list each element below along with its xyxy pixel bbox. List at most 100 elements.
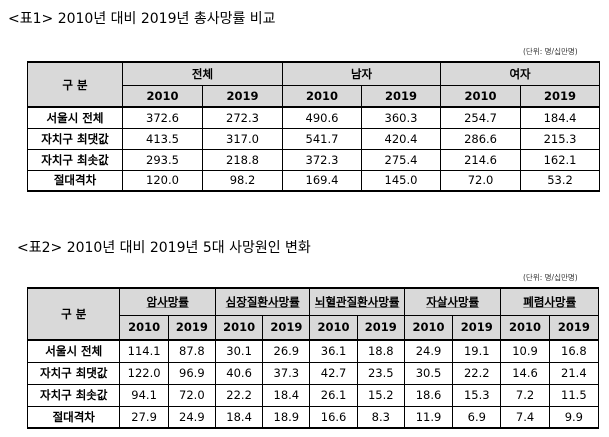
group-label: 자살사망률: [426, 294, 480, 309]
table2-group-header: 암사망률: [119, 287, 216, 316]
table-cell: 541.7: [282, 127, 363, 150]
year-header: 2019: [452, 314, 502, 341]
row-label: 자치구 최댓값: [26, 361, 121, 385]
year-header: 2010: [122, 84, 203, 108]
table-cell: 30.1: [214, 339, 264, 363]
year-header: 2010: [214, 314, 264, 341]
table-cell: 72.0: [167, 383, 216, 407]
table-cell: 145.0: [361, 169, 442, 192]
table2: 구 분 암사망률 심장질환사망률 뇌혈관질환사망률 자살사망률 폐렴사망률 20…: [26, 287, 600, 429]
table-cell: 420.4: [361, 127, 442, 150]
table-cell: 8.3: [356, 405, 405, 429]
table-cell: 214.6: [440, 148, 522, 171]
table-cell: 18.8: [356, 339, 405, 363]
table1-title: <표1> 2010년 대비 2019년 총사망률 비교: [8, 11, 276, 27]
table-cell: 372.3: [282, 148, 363, 171]
table2-group-header: 심장질환사망률: [214, 287, 311, 316]
table-cell: 94.1: [119, 383, 169, 407]
table-cell: 9.9: [548, 405, 600, 429]
table-cell: 24.9: [167, 405, 216, 429]
table-cell: 98.2: [201, 169, 284, 192]
table-row: 자치구 최댓값 413.5 317.0 541.7 420.4 286.6 215.3: [27, 127, 601, 150]
table-cell: 30.5: [403, 361, 454, 385]
year-header: 2010: [403, 314, 454, 341]
table2-title: <표2> 2010년 대비 2019년 5대 사망원인 변화: [17, 240, 311, 256]
table-cell: 7.2: [500, 383, 550, 407]
table-row: 자치구 최댓값 122.0 96.9 40.6 37.3 42.7 23.5 30.5 22.2…: [26, 361, 600, 385]
table-cell: 6.9: [452, 405, 502, 429]
table-cell: 96.9: [167, 361, 216, 385]
table-cell: 286.6: [440, 127, 522, 150]
table-cell: 122.0: [119, 361, 169, 385]
row-label: 절대격차: [27, 169, 123, 192]
row-label: 자치구 최댓값: [27, 127, 123, 150]
year-header: 2019: [548, 314, 600, 341]
table-cell: 37.3: [262, 361, 311, 385]
table-row: 절대격차 27.9 24.9 18.4 18.9 16.6 8.3 11.9 6.9 7.4 9.9: [26, 405, 600, 429]
table-cell: 413.5: [122, 127, 203, 150]
table-cell: 14.6: [500, 361, 550, 385]
year-header: 2019: [201, 84, 284, 108]
year-header: 2019: [361, 84, 442, 108]
table-cell: 184.4: [520, 106, 601, 129]
table-cell: 26.9: [262, 339, 311, 363]
table-row: 절대격차 120.0 98.2 169.4 145.0 72.0 53.2: [27, 169, 601, 192]
table-cell: 11.5: [548, 383, 600, 407]
table-cell: 360.3: [361, 106, 442, 129]
year-header: 2019: [262, 314, 311, 341]
table-cell: 24.9: [403, 339, 454, 363]
table-cell: 22.2: [452, 361, 502, 385]
year-header: 2010: [500, 314, 550, 341]
year-header: 2019: [167, 314, 216, 341]
table-cell: 490.6: [282, 106, 363, 129]
year-header: 2010: [119, 314, 169, 341]
table-cell: 372.6: [122, 106, 203, 129]
table2-group-header: 뇌혈관질환사망률: [309, 287, 405, 316]
row-label: 서울시 전체: [27, 106, 123, 129]
row-label: 서울시 전체: [26, 339, 121, 363]
year-header: 2010: [309, 314, 358, 341]
year-header: 2019: [356, 314, 405, 341]
table-cell: 42.7: [309, 361, 358, 385]
table-cell: 87.8: [167, 339, 216, 363]
table-cell: 18.6: [403, 383, 454, 407]
group-label: 암사망률: [146, 294, 189, 309]
table-cell: 22.2: [214, 383, 264, 407]
table-cell: 53.2: [520, 169, 601, 192]
table-cell: 11.9: [403, 405, 454, 429]
table-cell: 15.2: [356, 383, 405, 407]
year-header: 2010: [282, 84, 363, 108]
table-cell: 18.4: [214, 405, 264, 429]
table-cell: 317.0: [201, 127, 284, 150]
table-cell: 40.6: [214, 361, 264, 385]
table-row: 자치구 최솟값 293.5 218.8 372.3 275.4 214.6 162.1: [27, 148, 601, 171]
table-cell: 18.9: [262, 405, 311, 429]
table1-unit: (단위: 명/십만명): [523, 47, 578, 56]
table-row: 서울시 전체 114.1 87.8 30.1 26.9 36.1 18.8 24.9 19.1 1…: [26, 339, 600, 363]
table-cell: 19.1: [452, 339, 502, 363]
table-cell: 272.3: [201, 106, 284, 129]
table-cell: 114.1: [119, 339, 169, 363]
table-cell: 16.8: [548, 339, 600, 363]
table-cell: 215.3: [520, 127, 601, 150]
group-label: 폐렴사망률: [523, 294, 577, 309]
table2-corner: 구 분: [26, 287, 121, 341]
table-cell: 10.9: [500, 339, 550, 363]
table-cell: 293.5: [122, 148, 203, 171]
table1-corner: 구 분: [27, 61, 123, 108]
table-cell: 16.6: [309, 405, 358, 429]
table-cell: 120.0: [122, 169, 203, 192]
table1-group-header: 여자: [440, 61, 601, 86]
table-cell: 218.8: [201, 148, 284, 171]
table1: 구 분 전체 남자 여자 2010 2019 2010 2019 2010 2019 서울…: [27, 61, 601, 192]
table1-group-header: 남자: [282, 61, 442, 86]
table-cell: 15.3: [452, 383, 502, 407]
table2-group-header: 폐렴사망률: [500, 287, 599, 316]
table1-group-header: 전체: [121, 61, 284, 86]
table-cell: 23.5: [356, 361, 405, 385]
table-cell: 275.4: [361, 148, 442, 171]
table-cell: 18.4: [262, 383, 311, 407]
group-label: 심장질환사망률: [225, 294, 300, 309]
row-label: 자치구 최솟값: [26, 383, 121, 407]
row-label: 자치구 최솟값: [27, 148, 123, 171]
